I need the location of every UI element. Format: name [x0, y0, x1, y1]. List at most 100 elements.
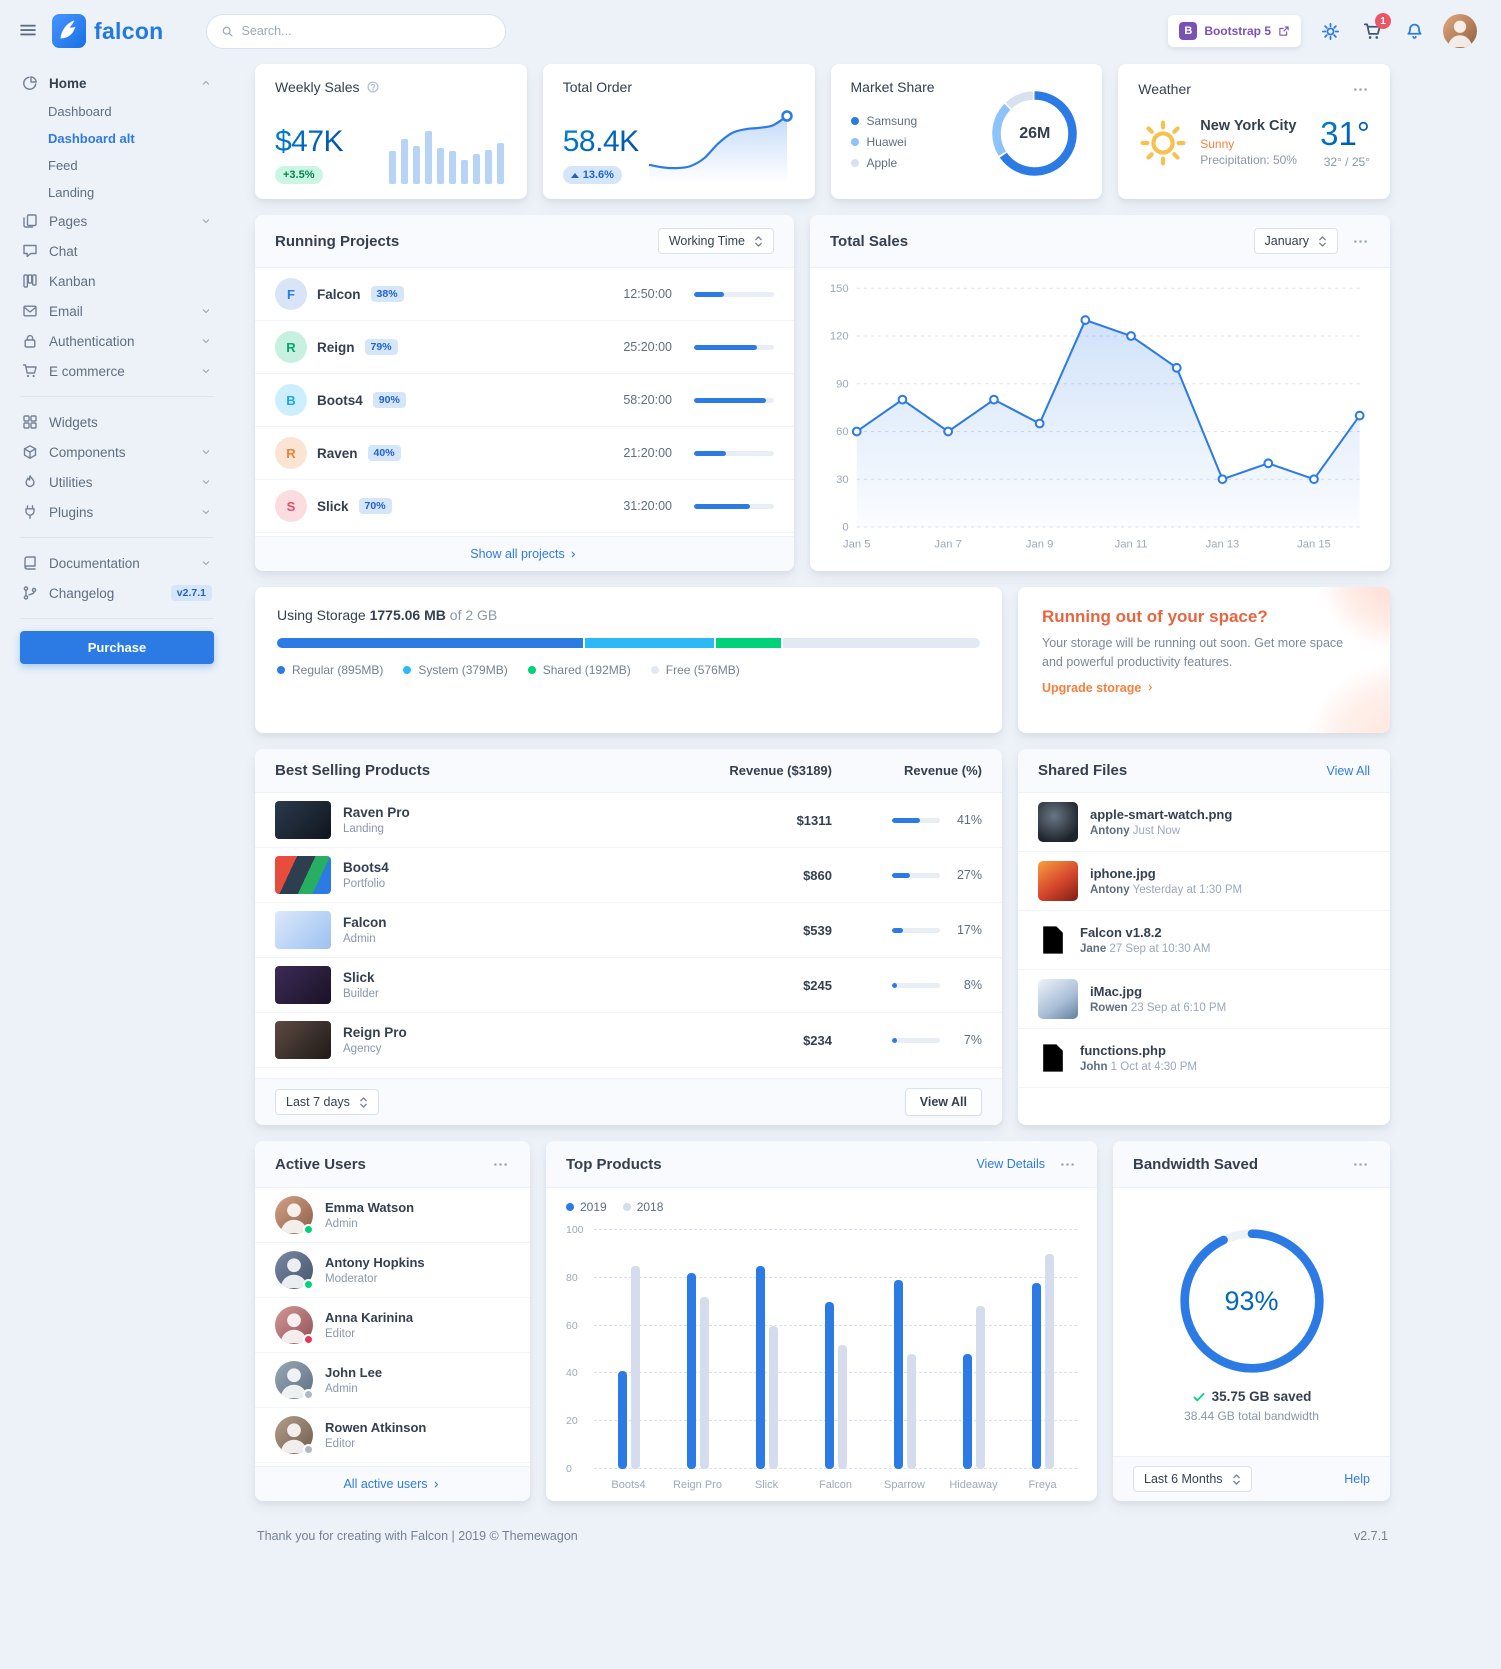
user-name[interactable]: Anna Karinina: [325, 1310, 414, 1325]
sidebar-item-documentation[interactable]: Documentation: [20, 548, 214, 578]
sidebar-item-plugins[interactable]: Plugins: [20, 497, 214, 527]
all-active-users-link[interactable]: All active users: [343, 1477, 441, 1491]
project-time: 21:20:00: [623, 446, 672, 460]
card-header: Total Sales January: [810, 215, 1390, 268]
sidebar-item-components[interactable]: Components: [20, 437, 214, 467]
sidebar-item-chat[interactable]: Chat: [20, 236, 214, 266]
legend-item-huawei[interactable]: Huawei: [850, 135, 918, 149]
card-header: Active Users: [255, 1141, 530, 1188]
sidebar-item-dashboard[interactable]: Dashboard: [48, 104, 112, 119]
sidebar-item-authentication[interactable]: Authentication: [20, 326, 214, 356]
bar-2019: [617, 1371, 627, 1469]
product-category[interactable]: Landing: [343, 823, 384, 835]
working-time-select[interactable]: Working Time: [657, 228, 774, 254]
user-avatar[interactable]: [1443, 14, 1477, 48]
legend-item-samsung[interactable]: Samsung: [850, 114, 917, 128]
total-sales-menu-button[interactable]: [1350, 231, 1370, 251]
product-category[interactable]: Agency: [343, 1043, 382, 1055]
select-value: Working Time: [668, 234, 745, 248]
legend-item-2018[interactable]: 2018: [622, 1200, 663, 1214]
project-progressbar: [694, 291, 774, 297]
user-name[interactable]: Rowen Atkinson: [325, 1420, 427, 1435]
brand-logo[interactable]: falcon: [52, 14, 164, 48]
bandwidth-total: 38.44 GB total bandwidth: [1184, 1409, 1319, 1423]
branch-icon: [22, 585, 38, 601]
file-name[interactable]: Falcon v1.8.2: [1080, 925, 1162, 940]
question-circle-icon[interactable]: [366, 80, 380, 94]
sidebar-item-kanban[interactable]: Kanban: [20, 266, 214, 296]
bandwidth-menu-button[interactable]: [1350, 1154, 1370, 1174]
avatar[interactable]: [275, 1416, 314, 1455]
search-input[interactable]: [241, 24, 491, 38]
sidebar-item-dashboard-alt[interactable]: Dashboard alt: [48, 131, 135, 146]
sidebar-item-widgets[interactable]: Widgets: [20, 407, 214, 437]
user-name[interactable]: Antony Hopkins: [325, 1255, 425, 1270]
project-name[interactable]: Reign: [317, 339, 355, 355]
view-all-button[interactable]: View All: [904, 1088, 982, 1116]
product-row: Boots4 Portfolio $860 27%: [255, 848, 1002, 903]
file-name[interactable]: apple-smart-watch.png: [1090, 807, 1233, 822]
month-select[interactable]: January: [1253, 228, 1338, 254]
file-name[interactable]: functions.php: [1080, 1043, 1166, 1058]
product-name[interactable]: Raven Pro: [343, 805, 410, 820]
bar-2018: [699, 1296, 709, 1469]
sidebar-item-label: Documentation: [49, 555, 140, 571]
bar: [436, 147, 444, 184]
date-range-select[interactable]: Last 7 days: [275, 1089, 379, 1115]
avatar[interactable]: [275, 1306, 314, 1345]
user-name[interactable]: John Lee: [325, 1365, 383, 1380]
user-role: Editor: [325, 1438, 356, 1450]
settings-button[interactable]: [1317, 18, 1343, 44]
project-name[interactable]: Boots4: [317, 392, 363, 408]
bandwidth-percent: 93%: [1176, 1225, 1328, 1377]
period-select[interactable]: Last 6 Months: [1133, 1466, 1252, 1492]
bootstrap-badge[interactable]: B Bootstrap 5: [1168, 15, 1301, 47]
product-name[interactable]: Slick: [343, 970, 375, 985]
sidebar-item-home[interactable]: Home: [20, 68, 214, 98]
sidebar-item-changelog[interactable]: Changelog v2.7.1: [20, 578, 214, 608]
sidebar-item-e-commerce[interactable]: E commerce: [20, 356, 214, 386]
menu-toggle-button[interactable]: [18, 20, 38, 43]
sidebar-item-utilities[interactable]: Utilities: [20, 467, 214, 497]
notifications-button[interactable]: [1401, 18, 1427, 44]
legend-item-2019[interactable]: 2019: [566, 1200, 607, 1214]
sidebar-item-feed[interactable]: Feed: [48, 158, 78, 173]
product-name[interactable]: Falcon: [343, 915, 387, 930]
project-name[interactable]: Falcon: [317, 286, 361, 302]
legend-item-apple[interactable]: Apple: [850, 156, 918, 170]
file-name[interactable]: iMac.jpg: [1090, 984, 1143, 999]
project-name[interactable]: Raven: [317, 445, 358, 461]
avatar[interactable]: [275, 1196, 314, 1235]
upgrade-storage-link[interactable]: Upgrade storage: [1042, 681, 1366, 695]
top-products-menu-button[interactable]: [1057, 1154, 1077, 1174]
file-name[interactable]: iphone.jpg: [1090, 866, 1156, 881]
themewagon-link[interactable]: Themewagon: [502, 1529, 578, 1543]
product-category[interactable]: Admin: [343, 933, 376, 945]
user-name[interactable]: Emma Watson: [325, 1200, 415, 1215]
active-users-menu-button[interactable]: [490, 1154, 510, 1174]
sidebar-item-email[interactable]: Email: [20, 296, 214, 326]
purchase-button[interactable]: Purchase: [20, 631, 214, 664]
product-name[interactable]: Reign Pro: [343, 1025, 407, 1040]
market-share-total: 26M: [1019, 124, 1051, 142]
product-name[interactable]: Boots4: [343, 860, 389, 875]
sidebar-item-pages[interactable]: Pages: [20, 206, 214, 236]
avatar[interactable]: [275, 1361, 314, 1400]
bandwidth-saved: 35.75 GB saved: [1192, 1389, 1311, 1404]
project-avatar: F: [275, 278, 307, 310]
select-value: Last 6 Months: [1144, 1472, 1223, 1486]
sidebar-item-landing[interactable]: Landing: [48, 185, 95, 200]
cart-button[interactable]: 1: [1359, 13, 1391, 44]
project-name[interactable]: Slick: [317, 498, 349, 514]
product-category[interactable]: Builder: [343, 988, 379, 1000]
avatar[interactable]: [275, 1251, 314, 1290]
search-box[interactable]: [205, 13, 506, 49]
show-all-projects-link[interactable]: Show all projects: [470, 547, 579, 561]
card-title: Total Sales: [830, 232, 909, 250]
card-body: New York City Sunny Precipitation: 50% 3…: [1138, 101, 1370, 184]
view-details-link[interactable]: View Details: [976, 1157, 1045, 1171]
weather-menu-button[interactable]: [1350, 79, 1370, 99]
help-link[interactable]: Help: [1344, 1472, 1370, 1486]
product-category[interactable]: Portfolio: [343, 878, 386, 890]
shared-files-view-all-link[interactable]: View All: [1326, 763, 1370, 778]
